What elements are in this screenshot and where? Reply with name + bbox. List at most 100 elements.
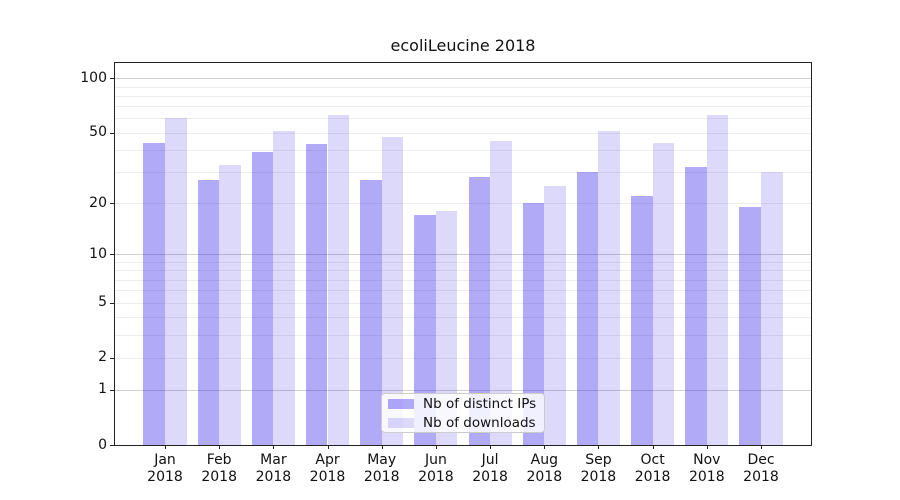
gridline-major (115, 254, 811, 256)
x-tick-label: May 2018 (347, 452, 417, 486)
gridline-minor (115, 279, 811, 281)
x-tick-year: 2018 (580, 469, 617, 485)
y-tick-label: 0 (98, 436, 107, 453)
bar-downloads (273, 131, 295, 445)
y-tick (110, 132, 114, 134)
x-tick-year: 2018 (688, 469, 725, 485)
x-tick (544, 445, 546, 449)
gridline-minor (115, 106, 811, 108)
x-tick-month: Dec (747, 452, 775, 468)
gridline-minor (115, 357, 811, 359)
gridline-major (115, 389, 811, 391)
y-tick-label: 2 (98, 349, 107, 366)
x-tick-month: Nov (693, 452, 721, 468)
y-tick-label: 100 (80, 69, 107, 86)
x-tick-label: Dec 2018 (726, 452, 796, 486)
x-tick-label: Jul 2018 (455, 452, 525, 486)
x-tick-month: Feb (206, 452, 232, 468)
x-tick-year: 2018 (255, 469, 292, 485)
x-tick-label: Feb 2018 (184, 452, 254, 486)
x-tick-year: 2018 (309, 469, 346, 485)
gridline-minor (115, 262, 811, 263)
x-tick (598, 445, 600, 449)
bar-distinct-ips (143, 142, 165, 445)
x-tick-month: Jul (481, 452, 499, 468)
x-tick-label: Mar 2018 (238, 452, 308, 486)
x-tick (706, 445, 708, 449)
bar-distinct-ips (522, 203, 545, 445)
x-tick (165, 445, 166, 449)
bar-downloads (652, 142, 675, 445)
bar-distinct-ips (251, 151, 274, 445)
y-tick-label: 20 (89, 194, 107, 211)
x-tick (490, 445, 492, 449)
y-tick (110, 445, 114, 446)
bar-downloads (165, 118, 187, 445)
x-tick-month: Sep (585, 452, 612, 468)
x-tick-year: 2018 (634, 469, 671, 485)
gridline-minor (115, 317, 811, 319)
x-tick-month: Apr (315, 452, 340, 468)
y-tick-label: 5 (98, 294, 107, 311)
y-tick (110, 357, 114, 359)
x-tick-label: Jun 2018 (401, 452, 471, 486)
y-tick-label: 50 (89, 124, 107, 140)
x-tick (761, 445, 762, 449)
x-tick-month: Oct (640, 452, 665, 468)
x-tick-label: Apr 2018 (293, 452, 363, 486)
legend-item-downloads: Nb of downloads (388, 415, 536, 431)
bar-distinct-ips (631, 195, 653, 445)
x-tick-year: 2018 (147, 469, 183, 485)
y-tick-label: 10 (89, 245, 107, 262)
bar-distinct-ips (468, 177, 491, 445)
legend-swatch-downloads (388, 417, 414, 428)
y-tick (110, 203, 114, 204)
legend-label-distinct-ips: Nb of distinct IPs (423, 395, 537, 412)
bar-downloads (544, 186, 566, 445)
y-tick (110, 302, 114, 304)
bar-distinct-ips (576, 172, 599, 445)
y-tick-label: 1 (98, 381, 107, 398)
bar-downloads (761, 172, 783, 445)
x-tick-year: 2018 (526, 469, 563, 485)
x-tick (652, 445, 654, 449)
y-tick (110, 254, 114, 256)
gridline-minor (115, 302, 811, 304)
x-tick-month: Jun (424, 452, 447, 468)
x-tick-month: Mar (260, 452, 287, 468)
plot-area: 0 1 2 5 10 20 50 100 Jan 2018 Feb 2018 Mar 2018 Apr 201… (80, 62, 812, 485)
gridline-minor (115, 95, 811, 97)
x-tick-year: 2018 (743, 469, 779, 485)
x-tick-month: Jan (154, 452, 176, 468)
bar-downloads (490, 140, 512, 445)
x-tick-label: Nov 2018 (672, 452, 742, 486)
x-tick (327, 445, 329, 449)
x-tick-label: Sep 2018 (563, 452, 633, 486)
x-tick-month: May (367, 452, 397, 468)
bar-downloads (598, 131, 620, 445)
bar-distinct-ips (414, 215, 436, 445)
x-tick (435, 445, 437, 449)
x-tick (273, 445, 275, 449)
bar-distinct-ips (685, 167, 707, 445)
gridline-minor (115, 118, 811, 120)
gridline-major (115, 78, 811, 80)
gridline-minor (115, 149, 811, 151)
x-tick-year: 2018 (201, 469, 237, 485)
gridline-minor (115, 334, 811, 336)
gridline-minor (115, 290, 811, 292)
x-tick-label: Aug 2018 (509, 452, 579, 486)
x-tick (219, 445, 221, 449)
x-tick-year: 2018 (418, 469, 454, 485)
legend: Nb of distinct IPs Nb of downloads (381, 393, 545, 433)
y-tick (110, 78, 114, 80)
legend-swatch-distinct-ips (388, 398, 414, 409)
bar-downloads (327, 114, 350, 445)
bar-downloads (381, 137, 404, 445)
x-tick-label: Oct 2018 (618, 452, 688, 486)
x-tick-label: Jan 2018 (130, 452, 200, 486)
x-tick-year: 2018 (363, 469, 400, 485)
gridline-minor (115, 270, 811, 272)
x-tick-month: Aug (530, 452, 558, 468)
